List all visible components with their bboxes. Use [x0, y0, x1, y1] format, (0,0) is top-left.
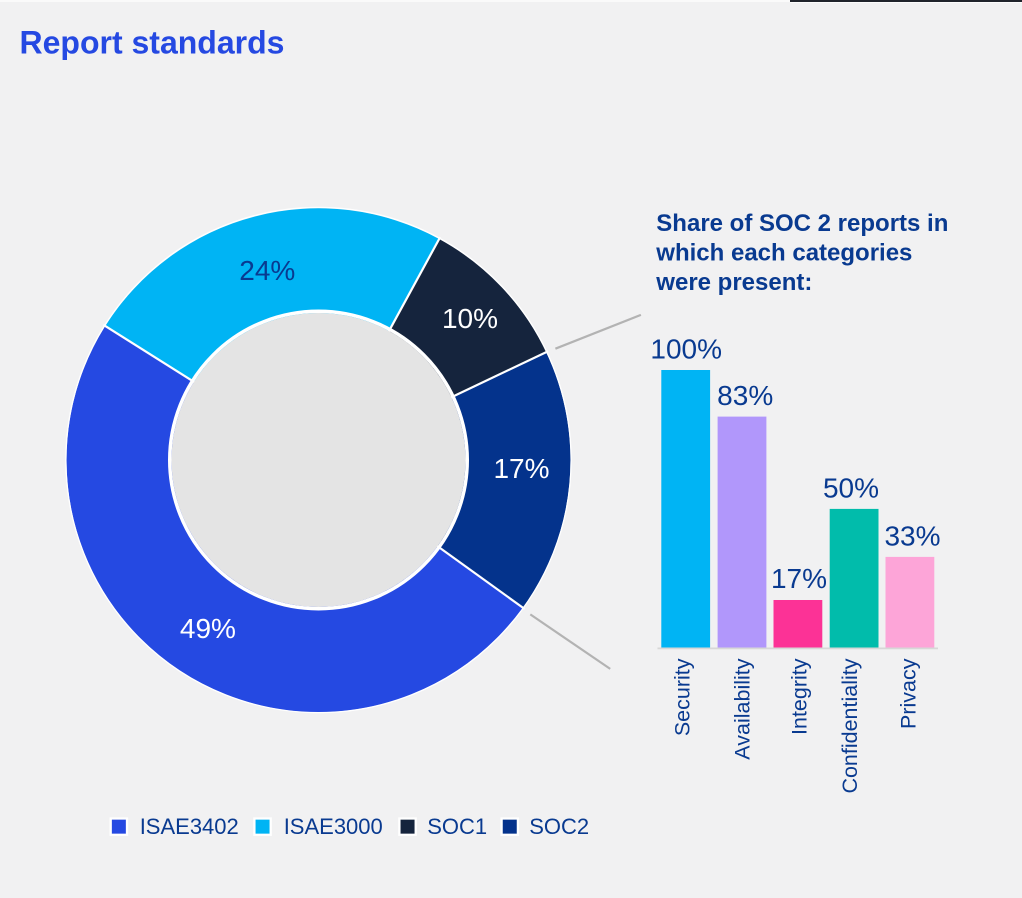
svg-text:ISAE3000: ISAE3000 [284, 814, 383, 839]
svg-text:ISAE3402: ISAE3402 [140, 814, 239, 839]
svg-text:49%: 49% [180, 613, 236, 644]
svg-text:50%: 50% [823, 473, 879, 504]
svg-text:were present:: were present: [655, 269, 812, 296]
svg-text:Integrity: Integrity [788, 658, 812, 735]
svg-text:10%: 10% [442, 303, 498, 334]
svg-text:SOC2: SOC2 [529, 814, 589, 839]
svg-text:100%: 100% [650, 333, 722, 364]
svg-text:24%: 24% [239, 255, 295, 286]
svg-text:Privacy: Privacy [897, 658, 921, 729]
svg-text:Share of SOC 2 reports in: Share of SOC 2 reports in [656, 210, 948, 237]
svg-text:Availability: Availability [731, 658, 755, 759]
svg-text:SOC1: SOC1 [427, 814, 487, 839]
svg-text:33%: 33% [884, 521, 940, 552]
svg-text:Report standards: Report standards [20, 25, 285, 61]
svg-text:17%: 17% [493, 453, 549, 484]
svg-text:Security: Security [671, 658, 695, 736]
svg-text:which each categories: which each categories [655, 240, 912, 267]
svg-text:17%: 17% [771, 563, 827, 594]
svg-text:Confidentiality: Confidentiality [838, 658, 862, 793]
svg-text:83%: 83% [717, 380, 773, 411]
